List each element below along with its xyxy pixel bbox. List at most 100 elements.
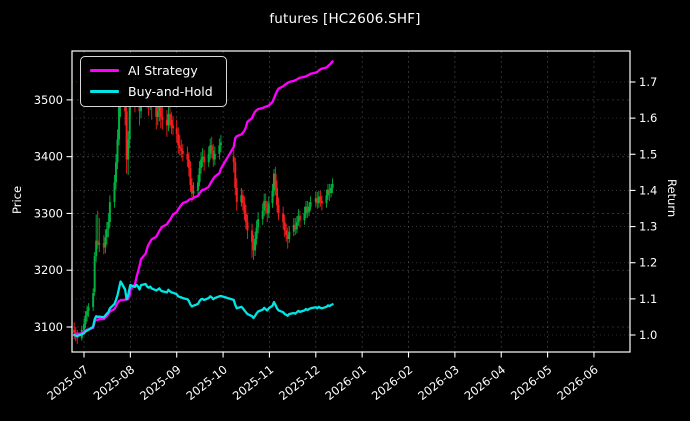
candle-body [232, 156, 235, 163]
candle-body [308, 206, 311, 213]
date-tick-label: 2025-12 [276, 362, 322, 403]
candle-body [304, 206, 307, 214]
candle-body [303, 213, 306, 221]
candle-body [317, 196, 320, 204]
candle-body [128, 102, 131, 140]
candle-body [104, 237, 107, 248]
candle-body [274, 173, 277, 188]
candle-body [218, 145, 221, 154]
candle-body [271, 190, 274, 204]
return-tick-label: 1.1 [639, 292, 657, 306]
right-axis-title: Return [665, 179, 679, 218]
candle-body [102, 242, 105, 248]
candle-body [178, 145, 181, 149]
candle-body [328, 189, 331, 194]
candle-body [207, 153, 210, 163]
date-tick-label: 2025-07 [44, 362, 90, 403]
candle-body [187, 159, 190, 169]
candle-body [246, 221, 249, 231]
ai-strategy-line [73, 60, 334, 337]
candle-body [235, 187, 238, 203]
candle-body [180, 148, 183, 151]
candle-body [219, 142, 222, 146]
candle-body [209, 145, 212, 154]
candle-body [252, 241, 255, 251]
candle-body [95, 240, 98, 257]
candle-body [320, 200, 323, 204]
buy-and-hold-line [73, 280, 334, 338]
candle-body [170, 119, 173, 126]
candle-body [175, 128, 178, 134]
candle-body [254, 238, 257, 251]
candle-body [118, 105, 121, 140]
plot-border [71, 50, 631, 353]
candle-body [96, 240, 99, 245]
candle-body [212, 150, 215, 160]
candle-body [177, 133, 180, 146]
candle-body [309, 202, 312, 207]
candle-body [165, 119, 168, 126]
price-gridlines [72, 99, 630, 328]
candle-body [264, 200, 267, 208]
candle-body [189, 168, 192, 186]
candle-body [241, 195, 244, 204]
candle-body [314, 198, 317, 203]
candle-body [255, 227, 258, 239]
candle-body [200, 159, 203, 169]
date-tick-label: 2026-01 [323, 362, 369, 403]
candle-body [257, 219, 260, 228]
legend-label-ai-strategy: AI Strategy [128, 63, 198, 78]
candle-body [108, 202, 111, 222]
candle-body [295, 221, 298, 230]
candle-body [98, 242, 101, 245]
candle-body [86, 311, 89, 316]
date-tick-label: 2025-10 [183, 362, 229, 403]
candle-body [285, 230, 288, 236]
date-tick-label: 2026-02 [369, 362, 415, 403]
candle-body [156, 111, 159, 117]
candle-body [240, 195, 243, 203]
candle-body [277, 204, 280, 214]
candle-body [172, 125, 175, 129]
candle-body [326, 189, 329, 196]
price-tick-label: 3200 [34, 263, 63, 277]
candle-body [244, 213, 247, 222]
candle-body [210, 145, 213, 151]
candle-body [267, 203, 270, 214]
candle-body [263, 200, 266, 211]
legend-item-ai-strategy: AI Strategy [90, 63, 213, 79]
candle-body [201, 156, 204, 160]
candle-body [288, 231, 291, 239]
price-tick-label: 3100 [34, 320, 63, 334]
chart-title: futures [HC2606.SHF] [269, 11, 421, 27]
candle-body [243, 203, 246, 214]
candle-body [282, 213, 285, 222]
price-tick-label: 3400 [34, 150, 63, 164]
candle-body [297, 215, 300, 222]
candle-body [87, 307, 90, 312]
candle-body [125, 111, 128, 160]
date-tick-label: 2026-05 [508, 362, 554, 403]
legend-label-buy-and-hold: Buy-and-Hold [128, 83, 213, 99]
candle-body [116, 139, 119, 163]
price-tick-label: 3500 [34, 93, 63, 107]
candle-body [306, 206, 309, 213]
candle-body [198, 168, 201, 183]
candle-body [330, 187, 333, 194]
date-tick-label: 2025-09 [137, 362, 183, 403]
candle-body [114, 162, 117, 183]
candle-body [92, 292, 95, 308]
ai-strategy-line-swatch [90, 69, 119, 73]
candle-body [261, 210, 264, 220]
candle-body [155, 105, 158, 117]
candle-body [197, 182, 200, 191]
return-gridlines [72, 81, 630, 336]
candle-body [325, 195, 328, 204]
candle-body [190, 185, 193, 194]
date-tick-label: 2025-08 [91, 362, 137, 403]
return-tick-label: 1.0 [639, 328, 657, 342]
date-tick-label: 2026-04 [462, 362, 508, 403]
candle-body [266, 207, 269, 214]
candle-body [84, 315, 87, 325]
